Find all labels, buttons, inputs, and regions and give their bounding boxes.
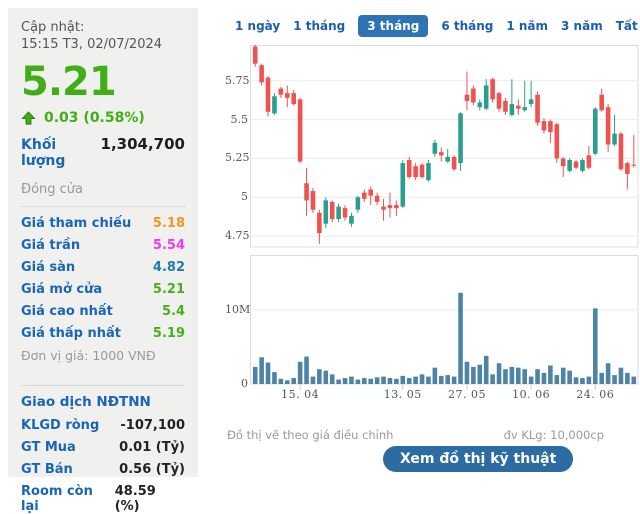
axis-tick-label: 10. 06	[512, 388, 551, 401]
axis-tick-label: 13. 05	[383, 388, 422, 401]
tab-1-thang[interactable]: 1 tháng	[293, 19, 346, 33]
tab-6-thang[interactable]: 6 tháng	[441, 19, 494, 33]
volume-row: Khối lượng 1,304,700	[21, 135, 185, 169]
period-tabs: 1 ngày 1 tháng 3 tháng 6 tháng 1 năm 3 n…	[235, 15, 640, 37]
axis-tick-label: 27. 05	[447, 388, 486, 401]
axis-tick-label: 5	[241, 190, 248, 204]
price-unit-note: Đơn vị giá: 1000 VNĐ	[21, 348, 156, 364]
update-datetime: 15:15 T3, 02/07/2024	[21, 36, 163, 52]
price-change: 0.03 (0.58%)	[44, 110, 145, 127]
foreign-trading-title: Giao dịch NĐTNN	[21, 394, 151, 411]
volume-value: 1,304,700	[100, 135, 185, 154]
price-stats: Giá tham chiếu 5.18 Giá trần 5.54 Giá sà…	[21, 216, 185, 341]
foreign-row-buy-value: GT Mua 0.01 (Tỷ)	[21, 440, 185, 456]
axis-tick-label: 5.75	[225, 73, 250, 87]
update-label: Cập nhật:	[21, 20, 85, 35]
chart-area: 1 ngày 1 tháng 3 tháng 6 tháng 1 năm 3 n…	[225, 0, 640, 477]
current-price: 5.21	[21, 59, 117, 106]
tab-tat-ca[interactable]: Tất cả	[615, 19, 640, 33]
price-candlestick-chart[interactable]	[225, 45, 639, 248]
stat-row-ceiling: Giá trần 5.54	[21, 238, 185, 254]
tab-3-thang[interactable]: 3 tháng	[358, 15, 429, 37]
divider	[21, 385, 185, 387]
quote-panel: Cập nhật: 15:15 T3, 02/07/2024 5.21 0.03…	[8, 8, 198, 514]
volume-unit-note: đv KLg: 10,000cp	[503, 428, 604, 442]
stat-row-low: Giá thấp nhất 5.19	[21, 326, 185, 342]
stat-row-open: Giá mở cửa 5.21	[21, 282, 185, 298]
tab-3-nam[interactable]: 3 năm	[561, 19, 603, 33]
foreign-row-net-volume: KLGD ròng -107,100	[21, 418, 185, 434]
stat-row-floor: Giá sàn 4.82	[21, 260, 185, 276]
axis-tick-label: 5.25	[225, 151, 250, 165]
axis-tick-label: 4.75	[225, 229, 250, 243]
volume-bar-chart[interactable]	[225, 255, 639, 392]
axis-tick-label: 15. 04	[281, 388, 320, 401]
adjusted-price-note: Đồ thị vẽ theo giá điều chỉnh	[227, 428, 394, 442]
axis-tick-label: 24. 06	[576, 388, 615, 401]
stat-row-reference: Giá tham chiếu 5.18	[21, 216, 185, 232]
axis-tick-label: 5.5	[230, 112, 249, 126]
axis-tick-label: 0	[241, 377, 248, 390]
up-arrow-icon	[21, 110, 36, 126]
volume-label: Khối lượng	[21, 137, 66, 170]
technical-chart-button[interactable]: Xem đồ thị kỹ thuật	[383, 446, 574, 472]
tab-1-nam[interactable]: 1 năm	[506, 19, 549, 33]
session-status: Đóng cửa	[21, 182, 84, 198]
foreign-trading-stats: KLGD ròng -107,100 GT Mua 0.01 (Tỷ) GT B…	[21, 418, 185, 514]
divider	[21, 206, 185, 208]
foreign-row-sell-value: GT Bán 0.56 (Tỷ)	[21, 462, 185, 478]
foreign-row-room-left: Room còn lại 48.59 (%)	[21, 484, 156, 514]
stat-row-high: Giá cao nhất 5.4	[21, 304, 185, 320]
axis-tick-label: 10M	[225, 302, 251, 316]
tab-1-ngay[interactable]: 1 ngày	[235, 19, 281, 33]
